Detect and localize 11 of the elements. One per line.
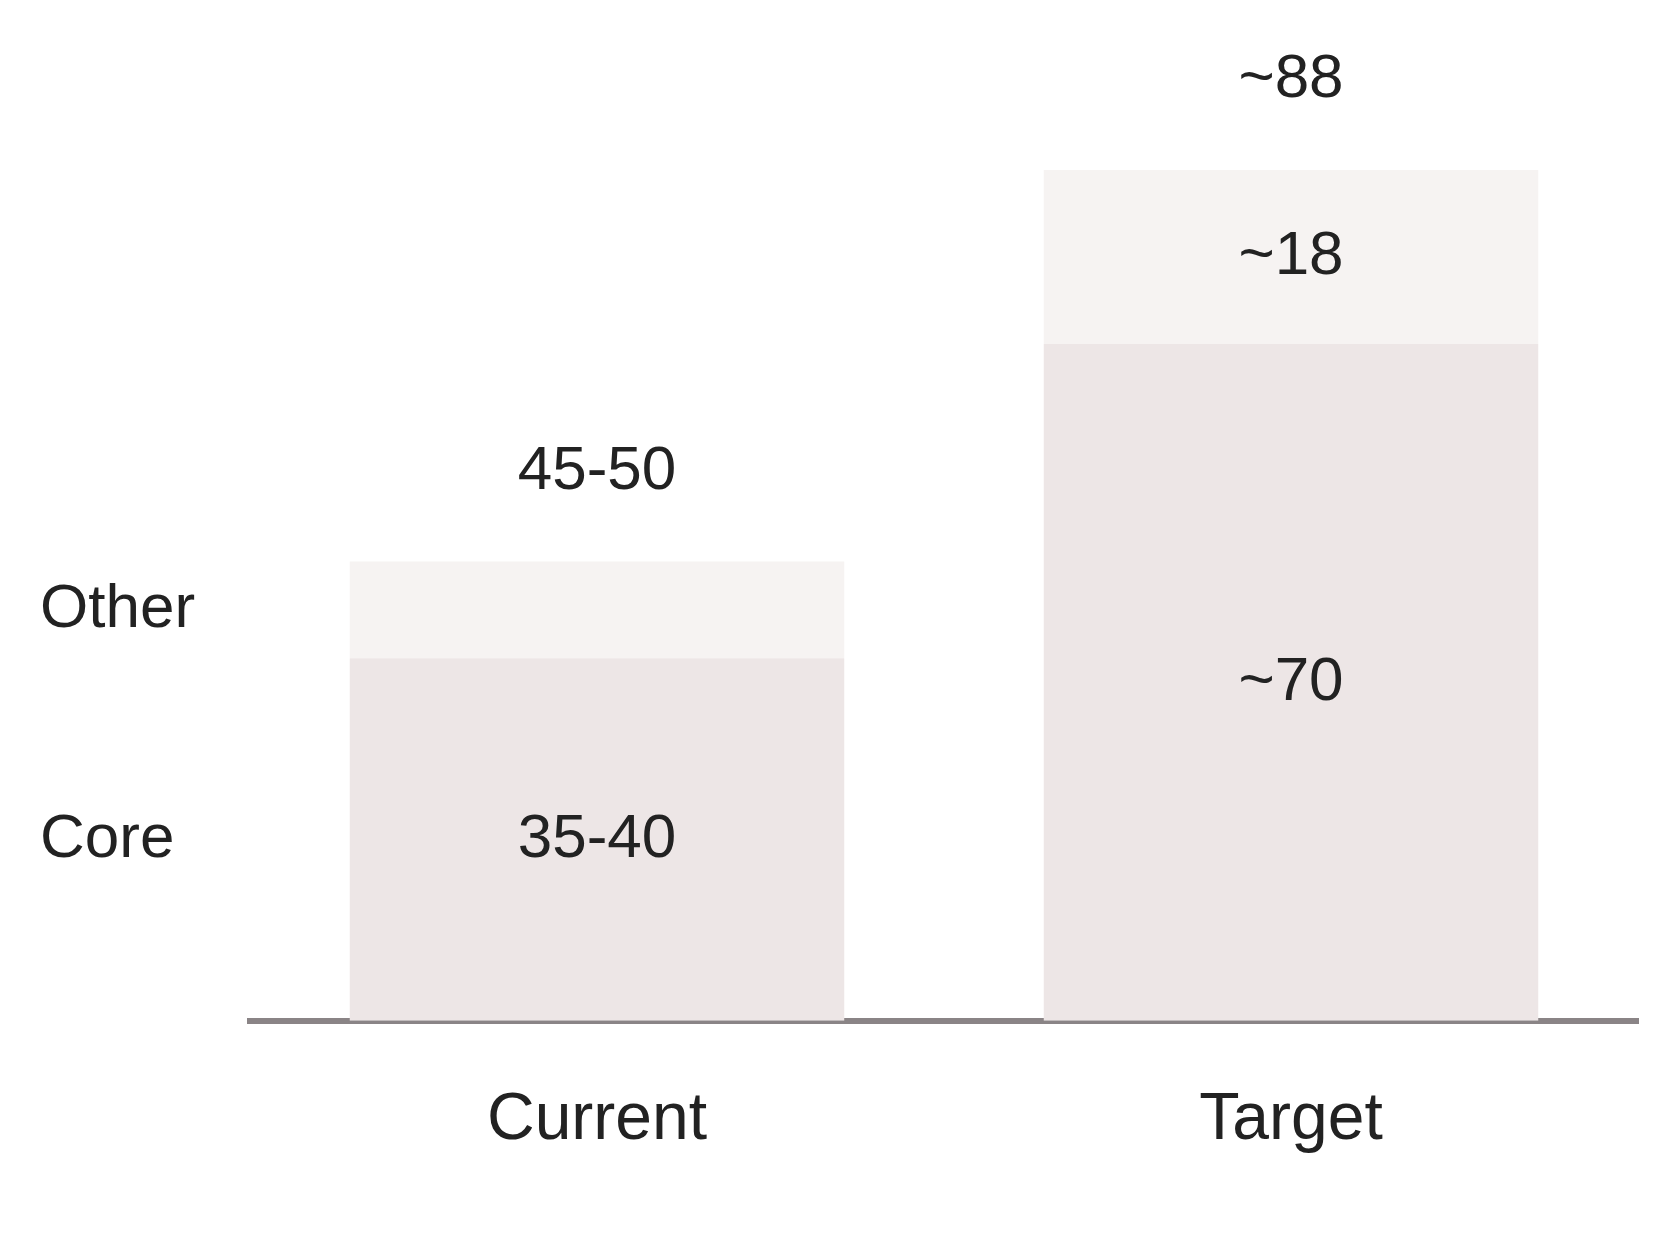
data-label: ~18 — [1238, 218, 1344, 288]
total-label: 45-50 — [517, 432, 677, 502]
x-tick-label: Target — [1199, 1078, 1383, 1153]
total-label: ~88 — [1238, 41, 1344, 111]
x-tick-label: Current — [486, 1078, 708, 1153]
text: Other — [40, 571, 196, 640]
text: Core — [40, 800, 175, 870]
bar — [1043, 170, 1539, 345]
data-label: 35-40 — [517, 800, 677, 870]
data-label: ~70 — [1238, 643, 1344, 713]
bar — [349, 561, 845, 659]
